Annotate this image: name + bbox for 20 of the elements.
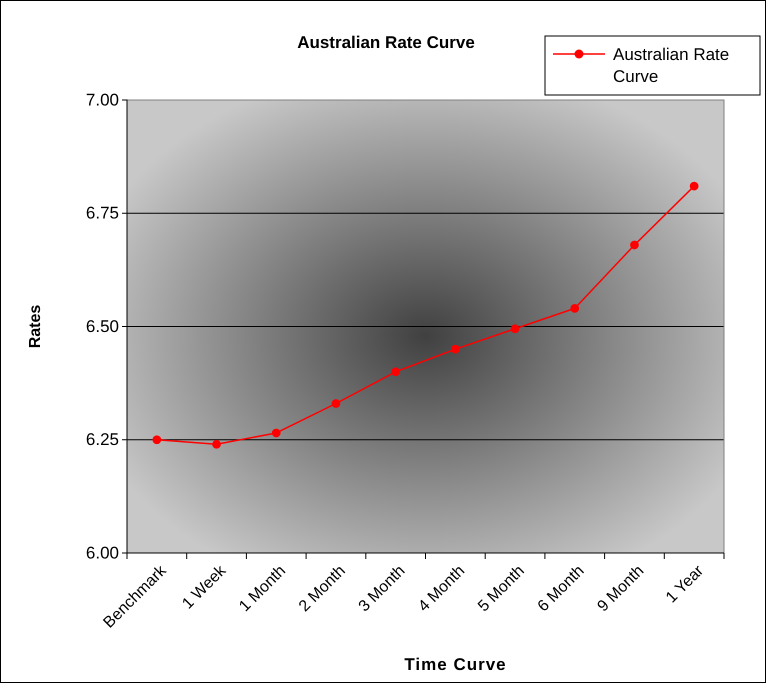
y-tick-label: 6.25 <box>86 430 119 450</box>
x-tick-label: 1 Year <box>662 562 708 606</box>
point <box>212 440 221 449</box>
point <box>510 324 520 334</box>
y-tick-label: 7.00 <box>86 90 119 110</box>
y-axis-title: Rates <box>27 304 44 348</box>
point <box>272 428 281 438</box>
chart-title: Australian Rate Curve <box>297 33 475 52</box>
x-axis-title: Time Curve <box>404 655 507 674</box>
point <box>570 304 580 313</box>
point <box>391 367 400 376</box>
point <box>450 344 460 354</box>
y-tick-label: 6.75 <box>86 204 119 223</box>
y-tick-label: 6.00 <box>86 543 119 562</box>
legend-label: Australian Rate Curve <box>613 45 730 86</box>
point <box>332 399 340 408</box>
point <box>690 182 699 190</box>
point <box>152 435 162 444</box>
point <box>630 240 639 250</box>
y-tick-label: 6.50 <box>86 316 119 336</box>
